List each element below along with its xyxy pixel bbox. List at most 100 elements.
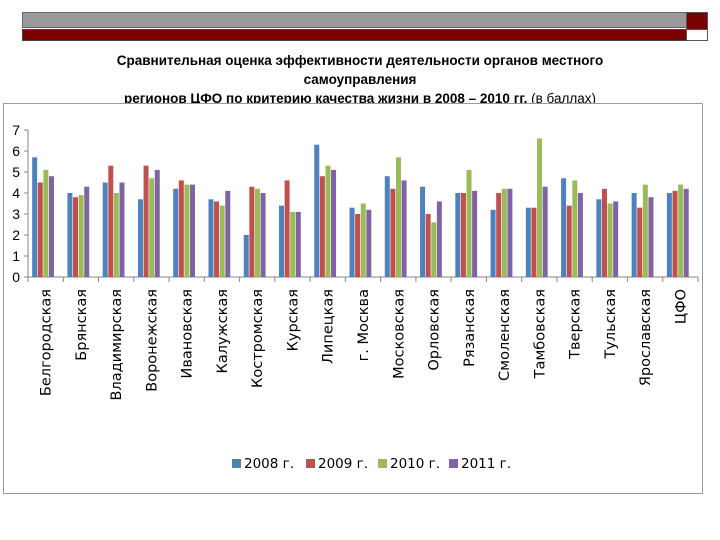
bar-3 [360,203,366,277]
legend-label-4: 2011 г. [461,456,511,472]
bar-2 [143,165,149,277]
x-tick-label: Костромская [250,289,266,388]
legend-label-1: 2008 г. [244,456,294,472]
y-tick-label: 1 [12,248,20,264]
bar-4 [84,186,90,277]
bar-4 [542,186,548,277]
bar-3 [607,203,613,277]
bar-4 [472,190,478,277]
bar-2 [637,207,643,277]
bar-4 [613,201,619,277]
header-stripe-accent [686,29,708,41]
bar-chart: 0 1 2 3 4 5 6 7 Белгородская Брянская Владимирская… [12,122,699,472]
bar-3 [678,184,684,277]
x-tick-label: Тульская [603,289,619,360]
bar-4 [683,188,689,277]
bar-3 [78,195,84,277]
bar-3 [325,165,331,277]
bar-2 [178,180,184,277]
bar-1 [666,193,672,277]
legend-swatch-3 [378,459,387,468]
chart-frame: 0 1 2 3 4 5 6 7 Белгородская Брянская Владимирская… [3,103,703,494]
bar-1 [384,176,390,277]
bar-2 [460,193,466,277]
y-tick-label: 5 [12,164,20,180]
bar-3 [43,169,49,277]
x-tick-label: Курская [285,289,301,351]
bar-4 [154,169,160,277]
bar-1 [279,205,285,277]
bar-1 [32,157,38,277]
bar-1 [349,207,355,277]
bar-2 [249,186,255,277]
title-line-3-text: регионов ЦФО по критерию качества жизни … [124,91,528,106]
y-tick-label: 4 [12,185,20,201]
bar-3 [290,211,296,277]
bar-4 [190,184,196,277]
x-tick-label: ЦФО [673,289,689,324]
legend-swatch-4 [449,459,458,468]
title-unit: (в баллах) [531,91,596,106]
header-bar-accent [686,12,708,30]
x-tick-label: Воронежская [144,289,160,392]
bar-2 [108,165,114,277]
bar-4 [225,190,231,277]
bar-3 [501,188,507,277]
bar-1 [208,199,214,277]
y-tick-label: 3 [12,206,20,222]
x-tick-label: Калужская [215,289,231,373]
bar-4 [331,169,337,277]
bar-2 [73,197,79,277]
bar-2 [531,207,537,277]
title-line-3: регионов ЦФО по критерию качества жизни … [40,89,680,108]
x-tick-label: Тверская [568,289,584,360]
bar-2 [284,180,290,277]
bar-3 [149,178,155,277]
bar-4 [48,176,54,277]
bar-2 [601,188,607,277]
bar-3 [219,205,225,277]
bar-3 [537,138,543,277]
legend-swatch-2 [306,459,315,468]
bar-4 [260,193,266,277]
bar-4 [366,209,372,277]
bar-1 [243,235,249,277]
bar-1 [490,209,496,277]
bar-4 [436,201,442,277]
bar-2 [214,201,220,277]
legend-swatch-1 [232,459,241,468]
header-bar [22,12,708,28]
bar-3 [466,169,472,277]
x-tick-label: Смоленская [497,289,513,381]
legend-label-2: 2009 г. [318,456,368,472]
x-tick-label: Белгородская [39,289,55,396]
bar-3 [642,184,648,277]
bar-1 [561,178,567,277]
bar-2 [425,214,431,277]
bar-1 [67,193,73,277]
bar-1 [631,193,637,277]
bar-2 [672,190,678,277]
x-tick-label: Ивановская [180,289,196,379]
bar-3 [184,184,190,277]
bar-3 [572,180,578,277]
bar-1 [420,186,426,277]
y-tick-label: 2 [12,227,20,243]
bar-2 [37,182,43,277]
bar-2 [319,176,325,277]
bar-4 [648,197,654,277]
bar-2 [496,193,502,277]
x-tick-label: Тамбовская [532,289,548,379]
bar-3 [431,222,437,277]
bar-1 [137,199,143,277]
x-tick-label: Рязанская [462,289,478,367]
header-stripe [22,29,708,41]
x-tick-label: Липецкая [321,289,337,364]
x-tick-label: Московская [391,289,407,379]
bar-1 [455,193,461,277]
bar-2 [566,205,572,277]
bar-1 [596,199,602,277]
bar-3 [113,193,119,277]
x-tick-label: Ярославская [638,289,654,386]
bar-1 [525,207,531,277]
